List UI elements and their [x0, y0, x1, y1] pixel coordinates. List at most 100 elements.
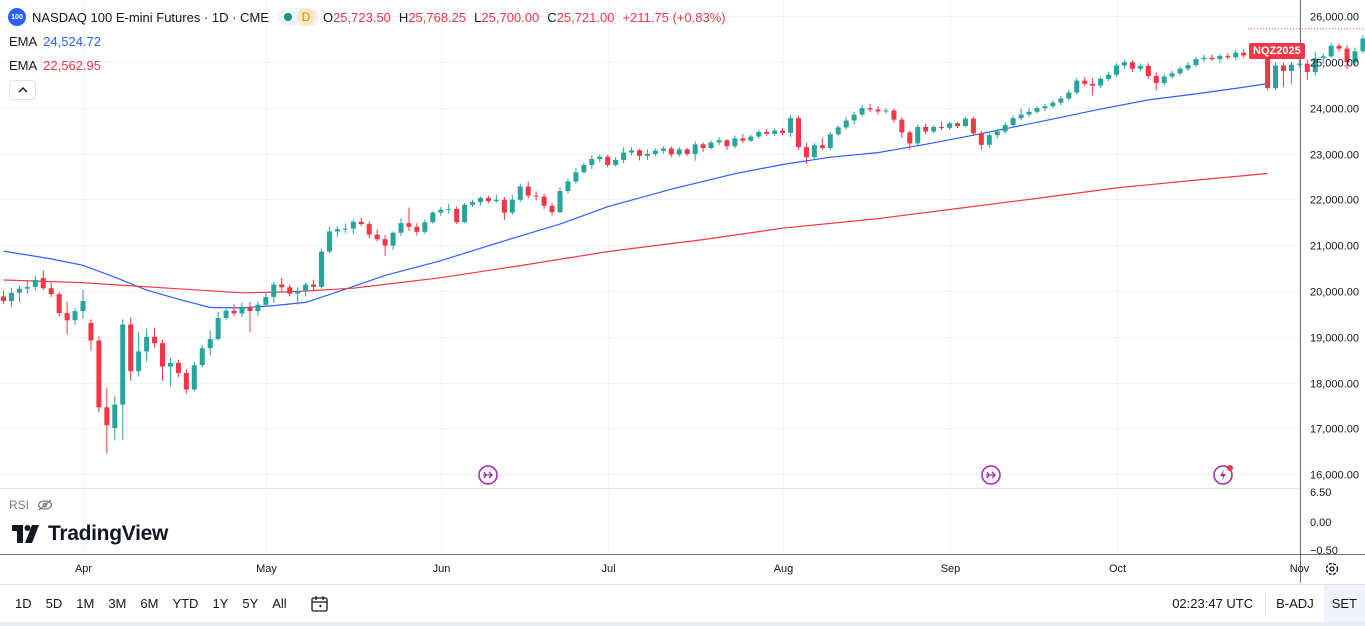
collapse-legend-button[interactable]: [9, 80, 36, 100]
candle: [811, 142, 817, 160]
symbol-title[interactable]: NASDAQ 100 E-mini Futures · 1D · CME: [32, 9, 269, 25]
price-tick-label: 20,000.00: [1310, 287, 1359, 299]
candle: [144, 328, 150, 362]
candle: [1209, 54, 1215, 61]
candle: [88, 319, 94, 351]
candle: [1114, 63, 1119, 77]
eye-hidden-icon[interactable]: [37, 499, 53, 511]
candle: [1161, 74, 1167, 86]
candle: [398, 218, 404, 236]
candle: [1201, 54, 1207, 63]
candle: [120, 319, 126, 440]
high-value: 25,768.25: [408, 9, 467, 25]
candles: [1, 28, 1365, 454]
ema-fast-legend[interactable]: EMA 24,524.72: [9, 34, 102, 49]
dividend-event-icon[interactable]: [478, 465, 498, 485]
gear-icon[interactable]: [1324, 561, 1340, 577]
candle: [406, 207, 412, 231]
ema-slow-value: 22,562.95: [43, 58, 102, 73]
candle: [295, 287, 301, 305]
tradingview-icon: [12, 525, 39, 543]
range-5d-button[interactable]: 5D: [45, 596, 63, 611]
candle: [947, 121, 953, 130]
candle: [1344, 44, 1350, 70]
time-tick-label: Aug: [774, 563, 794, 575]
candle: [1328, 43, 1334, 58]
candle: [152, 327, 158, 348]
range-1m-button[interactable]: 1M: [76, 596, 95, 611]
candle: [279, 277, 285, 292]
lightning-event-icon[interactable]: [1213, 465, 1233, 485]
tradingview-logo[interactable]: TradingView: [12, 522, 168, 546]
candle: [1153, 72, 1159, 91]
range-1d-button[interactable]: 1D: [15, 596, 32, 611]
candle: [962, 116, 968, 127]
candle: [501, 197, 507, 220]
change-value: +211.75 (+0.83%): [622, 9, 726, 25]
candle: [215, 312, 221, 341]
last-price-tag: NQZ2025: [1249, 43, 1305, 59]
candle: [64, 301, 70, 335]
candle: [128, 317, 134, 381]
price-tick-label: 23,000.00: [1310, 150, 1359, 162]
candle: [994, 128, 1000, 139]
symbol-legend[interactable]: 100 NASDAQ 100 E-mini Futures · 1D · CME…: [8, 7, 726, 27]
go-to-date-button[interactable]: [310, 595, 330, 613]
candle: [756, 129, 762, 139]
candle: [350, 219, 356, 235]
range-ytd-button[interactable]: YTD: [172, 596, 199, 611]
clock[interactable]: 02:23:47 UTC: [1172, 596, 1254, 611]
candle: [1177, 66, 1183, 76]
market-status[interactable]: D: [276, 8, 319, 26]
candle: [915, 124, 921, 146]
rsi-tick-label: 6.50: [1310, 487, 1331, 499]
b-adj-button[interactable]: B-ADJ: [1276, 596, 1314, 611]
candle: [732, 135, 738, 149]
candle: [1074, 78, 1080, 95]
candle: [923, 123, 929, 135]
time-tick-label: Jun: [433, 563, 451, 575]
candle: [827, 131, 833, 151]
range-3m-button[interactable]: 3M: [108, 596, 127, 611]
candle: [986, 132, 992, 149]
set-button[interactable]: SET: [1323, 585, 1365, 622]
candle: [613, 157, 619, 167]
dividend-event-icon[interactable]: [981, 465, 1001, 485]
time-axis: Apr May Jun Jul Aug Sep Oct Nov: [75, 563, 1310, 575]
candle: [478, 196, 483, 206]
ema-fast-value: 24,524.72: [43, 34, 102, 49]
candle: [668, 146, 674, 158]
candle: [1129, 60, 1135, 72]
candle: [104, 388, 110, 454]
candle: [112, 396, 118, 441]
candle: [16, 285, 22, 302]
candle: [780, 127, 786, 136]
divider: [1265, 592, 1267, 615]
candle: [342, 223, 348, 234]
range-6m-button[interactable]: 6M: [140, 596, 159, 611]
rsi-legend[interactable]: RSI: [9, 498, 53, 512]
candle: [358, 217, 364, 226]
candle: [1280, 62, 1286, 88]
price-tick-label: 26,000.00: [1310, 12, 1359, 24]
ohlc-values: O25,723.50 H25,768.25 L25,700.00 C25,721.00…: [322, 9, 726, 25]
candle: [40, 270, 46, 291]
ema-slow-legend[interactable]: EMA 22,562.95: [9, 58, 102, 73]
candle: [867, 104, 873, 113]
price-tick-label: 21,000.00: [1310, 241, 1359, 253]
candle: [684, 148, 690, 156]
candle: [605, 154, 611, 168]
candle: [772, 128, 778, 137]
candle: [708, 140, 714, 150]
range-1y-button[interactable]: 1Y: [212, 596, 229, 611]
range-5y-button[interactable]: 5Y: [242, 596, 259, 611]
candle: [1320, 53, 1326, 64]
candle: [788, 115, 794, 138]
price-tick-label: 22,000.00: [1310, 195, 1359, 207]
candle: [740, 134, 746, 143]
candle: [311, 279, 317, 291]
range-all-button[interactable]: All: [272, 596, 287, 611]
candle: [1225, 53, 1231, 60]
candle: [525, 181, 531, 199]
